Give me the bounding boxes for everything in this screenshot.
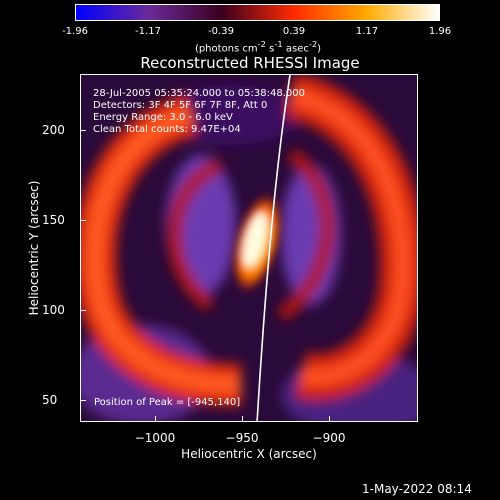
x-tick-label: −900 <box>312 431 346 445</box>
colorbar-tick: -0.39 <box>208 26 234 37</box>
footer-date: 1-May-2022 08:14 <box>362 482 472 496</box>
image-title: Reconstructed RHESSI Image <box>140 54 360 72</box>
colorbar-unit: (photons cm-2 s-1 asec-2) <box>194 39 322 55</box>
time-range-text: 28-Jul-2005 05:35:24.000 to 05:38:48.000 <box>93 88 305 99</box>
peak-position-text: Position of Peak = [-945,140] <box>94 397 241 408</box>
colorbar <box>75 4 440 21</box>
y-tick-label: 200 <box>42 123 65 137</box>
colorbar-tick: 1.17 <box>355 26 379 37</box>
y-tick-label: 150 <box>42 213 65 227</box>
detectors-text: Detectors: 3F 4F 5F 6F 7F 8F, Att 0 <box>93 100 268 111</box>
x-axis-label: Heliocentric X (arcsec) <box>181 447 317 461</box>
x-tick-label: −1000 <box>134 431 176 445</box>
colorbar-tick: -1.96 <box>62 26 88 37</box>
colorbar-tick: 0.39 <box>282 26 306 37</box>
rhessi-image-svg <box>81 75 417 421</box>
energy-range-text: Energy Range: 3.0 - 6.0 keV <box>93 112 233 123</box>
y-axis-label: Heliocentric Y (arcsec) <box>27 180 41 316</box>
y-tick-label: 50 <box>42 393 58 407</box>
colorbar-tick: 1.96 <box>428 26 452 37</box>
y-tick-label: 100 <box>42 303 65 317</box>
colorbar-tick: -1.17 <box>135 26 161 37</box>
x-tick-label: −950 <box>225 431 259 445</box>
rhessi-image <box>80 74 418 422</box>
clean-counts-text: Clean Total counts: 9.47E+04 <box>93 124 241 135</box>
